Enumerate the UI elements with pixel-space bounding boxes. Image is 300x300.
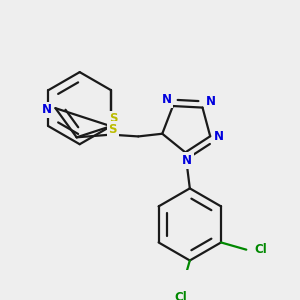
Text: N: N [206, 95, 216, 108]
Text: Cl: Cl [174, 291, 187, 300]
Text: N: N [162, 93, 172, 106]
Text: N: N [41, 103, 51, 116]
Text: S: S [108, 123, 117, 136]
Text: Cl: Cl [254, 243, 267, 256]
Text: N: N [182, 154, 192, 167]
Text: S: S [110, 112, 118, 125]
Text: N: N [214, 130, 224, 143]
